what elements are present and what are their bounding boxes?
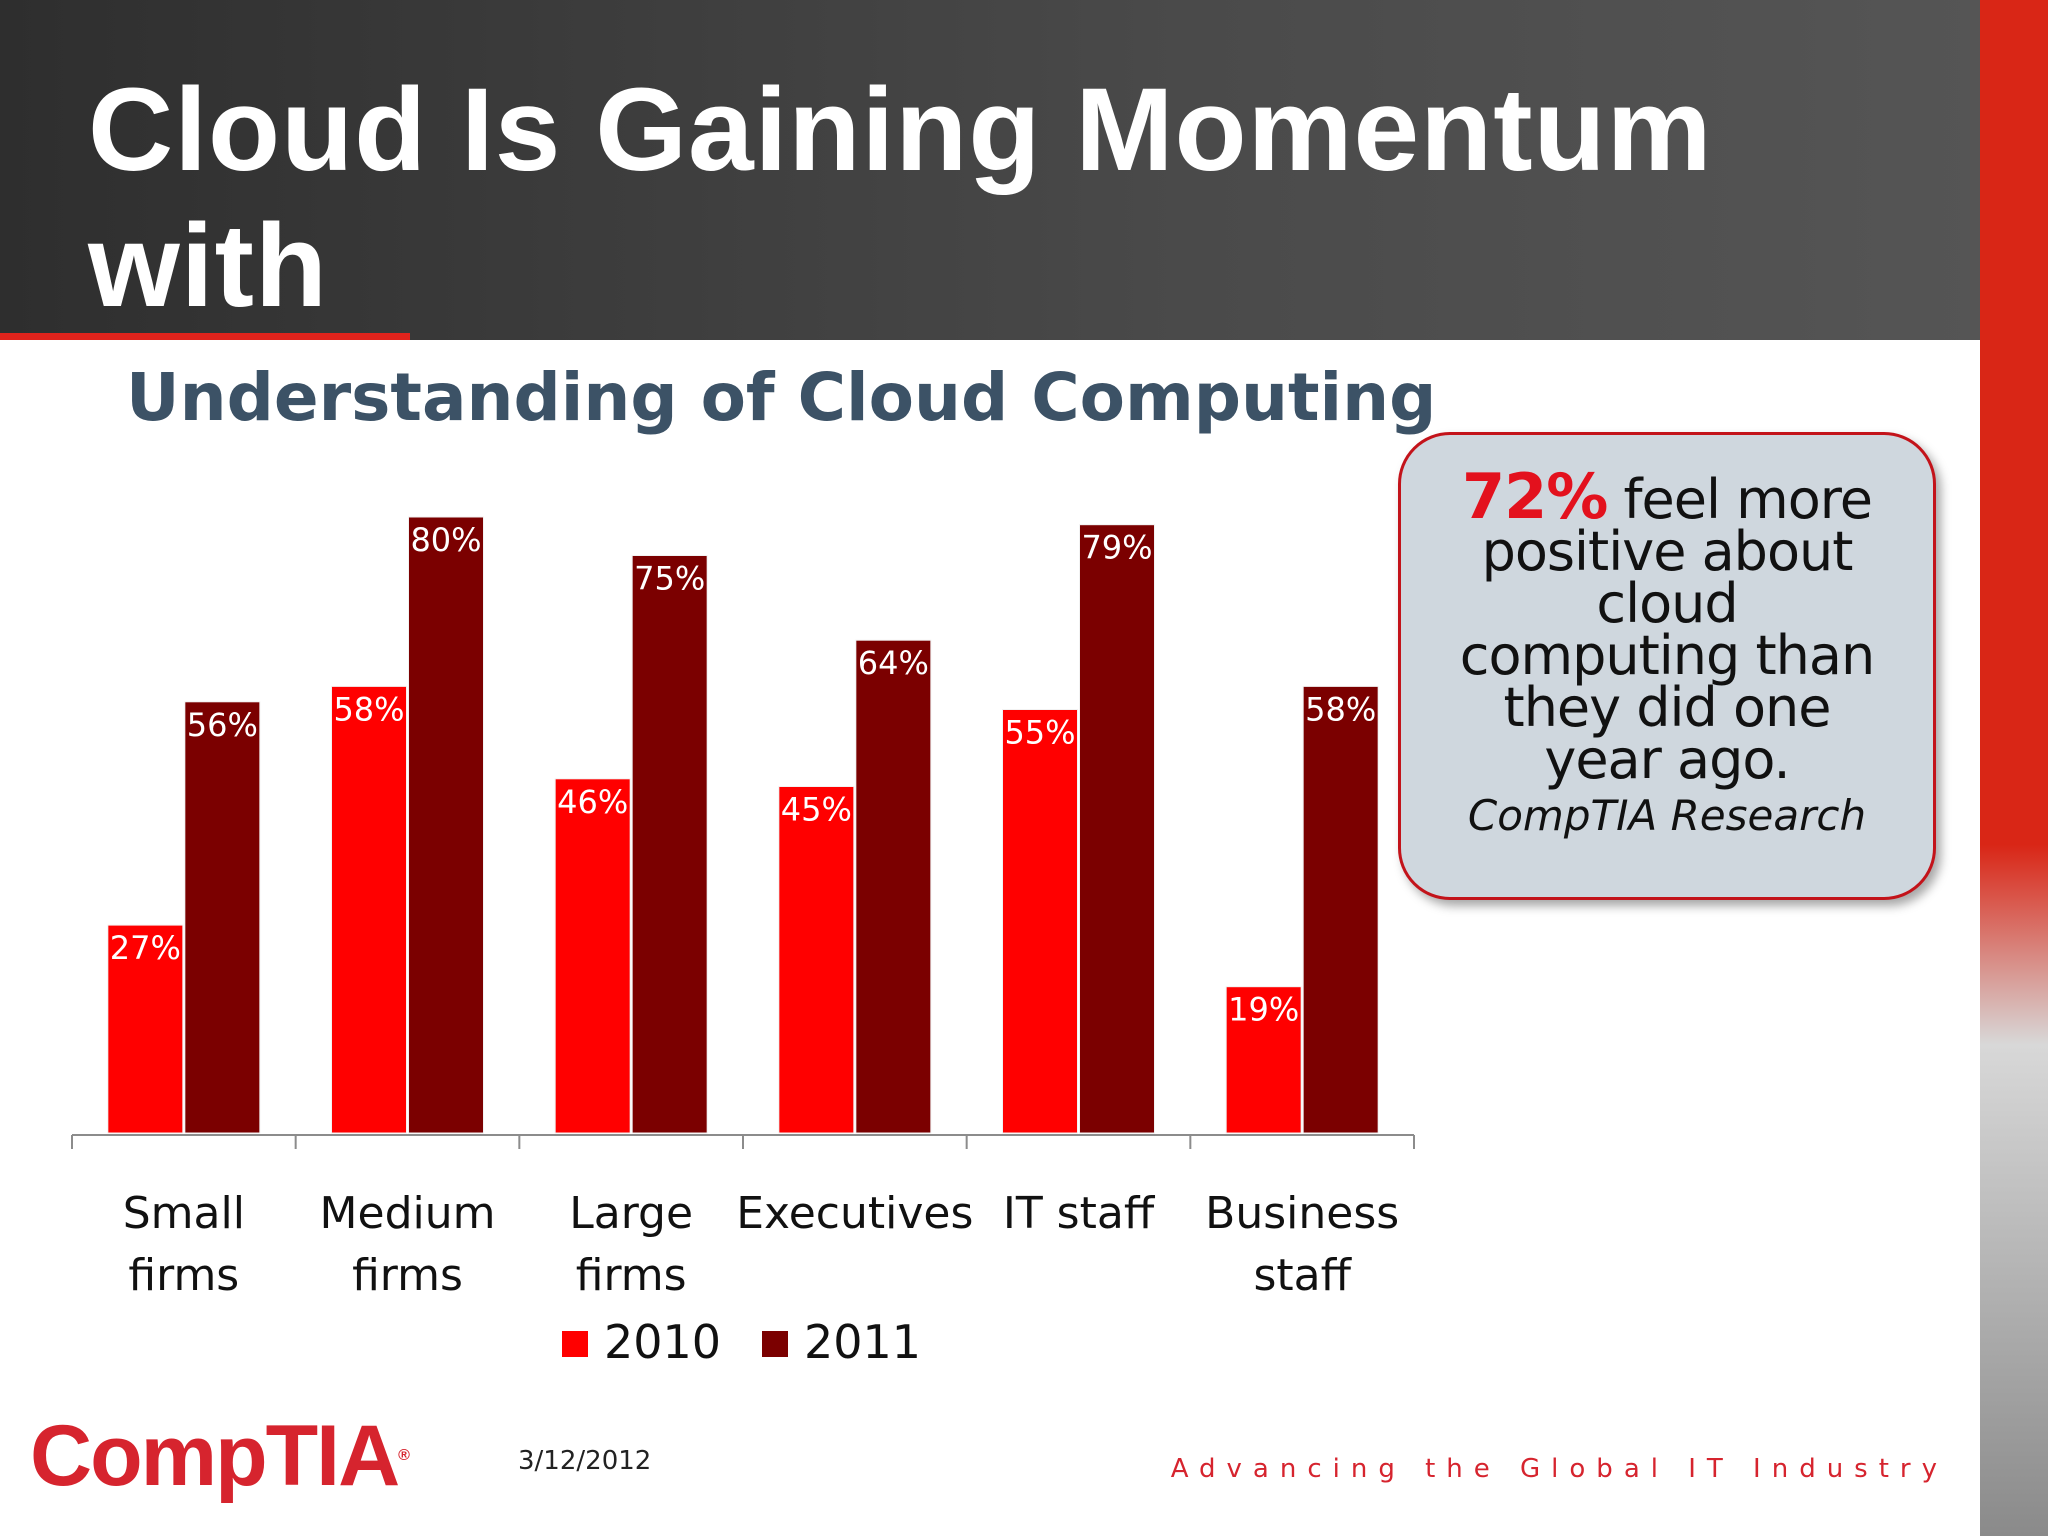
callout-source: CompTIA Research xyxy=(1467,791,1867,840)
logo-text: CompTIA xyxy=(30,1408,400,1504)
bar-2011 xyxy=(855,639,932,1134)
bar-2010 xyxy=(331,685,407,1134)
legend-label-2010: 2010 xyxy=(604,1315,721,1369)
slide-title-line2: End-Users xyxy=(88,336,688,468)
category-label: Small xyxy=(123,1188,245,1239)
data-label: 58% xyxy=(333,690,404,728)
bar-2011 xyxy=(1302,685,1379,1134)
chart-title: Understanding of Cloud Computing xyxy=(126,359,1437,436)
logo-registered-mark: ® xyxy=(398,1447,410,1464)
slide-title: Cloud Is Gaining Momentum with End-Users xyxy=(88,62,1968,470)
bar-chart: 27% 56% Small firms 58% 80% Medium firms 46% 75% L… xyxy=(71,516,1415,1369)
category-label: firms xyxy=(576,1250,687,1301)
data-label: 80% xyxy=(410,521,481,559)
callout-line6: year ago. xyxy=(1544,728,1790,791)
callout-line2: positive about xyxy=(1481,520,1854,583)
category-label: IT staff xyxy=(1003,1188,1156,1239)
bar-2010 xyxy=(554,778,631,1134)
category-label: Large xyxy=(569,1188,693,1239)
legend-swatch-2010 xyxy=(562,1331,588,1357)
title-bar xyxy=(0,0,1980,340)
bar-2011 xyxy=(408,516,484,1134)
callout-line4: computing than xyxy=(1459,624,1875,687)
bar-2010 xyxy=(778,786,855,1134)
callout-line1: feel more xyxy=(1607,468,1874,531)
data-label: 64% xyxy=(858,644,929,682)
decorative-side-strip xyxy=(1980,0,2048,1536)
slide-date: 3/12/2012 xyxy=(518,1446,652,1476)
bar-2010 xyxy=(1225,986,1302,1134)
data-label: 19% xyxy=(1228,991,1299,1029)
legend-label-2011: 2011 xyxy=(804,1315,921,1369)
callout-box: 72% feel more positive about cloud compu… xyxy=(1398,432,1936,900)
data-label: 46% xyxy=(557,783,628,821)
category-label: Medium xyxy=(320,1188,496,1239)
data-label: 55% xyxy=(1004,714,1075,752)
bar-2011 xyxy=(1079,524,1155,1134)
category-label: firms xyxy=(352,1250,463,1301)
data-label: 56% xyxy=(187,706,258,744)
data-label: 79% xyxy=(1081,529,1152,567)
category-label: staff xyxy=(1253,1250,1352,1301)
data-label: 45% xyxy=(781,791,852,829)
callout-line3: cloud xyxy=(1596,572,1738,635)
data-label: 75% xyxy=(634,560,705,598)
data-label: 27% xyxy=(110,929,181,967)
category-label: firms xyxy=(128,1250,239,1301)
legend-swatch-2011 xyxy=(762,1331,788,1357)
comptia-logo: CompTIA® xyxy=(30,1406,410,1506)
bar-2010 xyxy=(107,924,184,1134)
bar-2011 xyxy=(184,701,261,1134)
category-label: Business xyxy=(1205,1188,1399,1239)
slide-title-line1: Cloud Is Gaining Momentum with xyxy=(88,64,1713,332)
bar-2010 xyxy=(1002,709,1078,1134)
callout-line5: they did one xyxy=(1503,676,1832,739)
footer-tagline: Advancing the Global IT Industry xyxy=(1170,1454,1948,1484)
bar-2011 xyxy=(631,555,708,1134)
data-label: 58% xyxy=(1305,690,1376,728)
callout-text: 72% feel more positive about cloud compu… xyxy=(1401,466,1933,787)
title-accent-line xyxy=(0,333,410,340)
category-label: Executives xyxy=(736,1188,973,1239)
callout-highlight: 72% xyxy=(1461,460,1608,533)
